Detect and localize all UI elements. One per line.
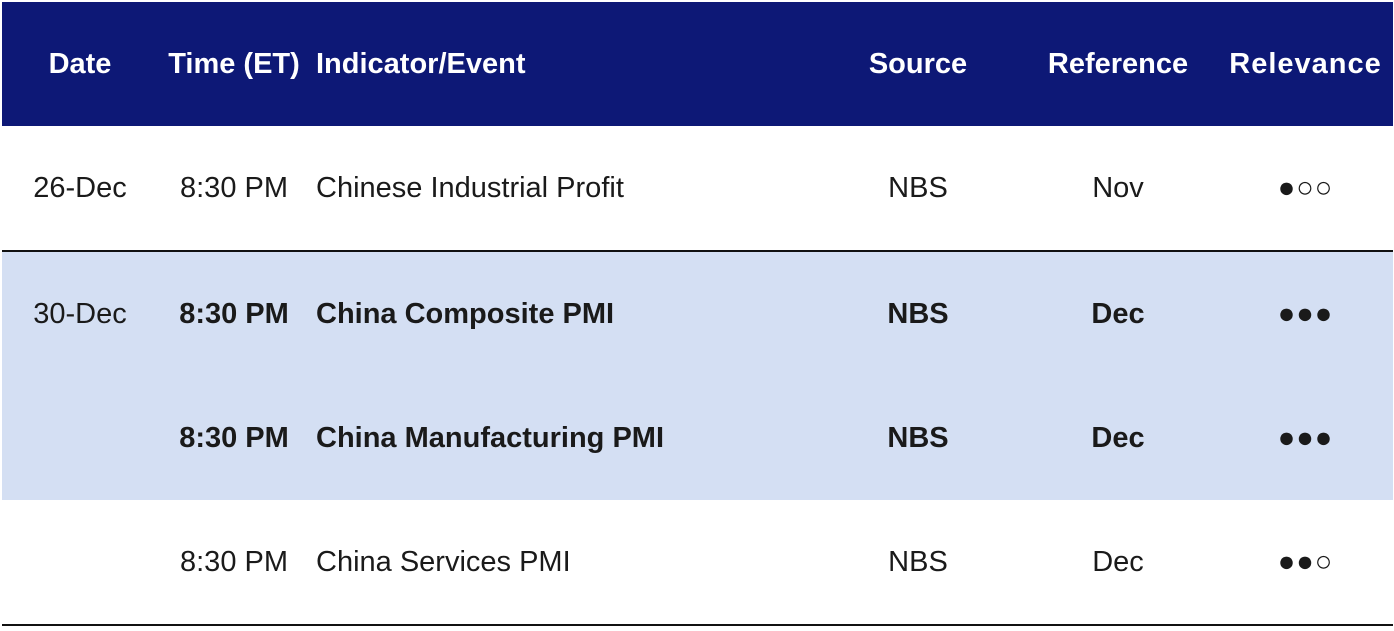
table-row: 8:30 PM China Manufacturing PMI NBS Dec …	[2, 376, 1393, 500]
row-event: China Manufacturing PMI	[316, 421, 664, 454]
row-reference: Dec	[1091, 421, 1145, 454]
relevance-dots: ●●○	[1277, 545, 1334, 578]
header-relevance: Relevance	[1229, 47, 1382, 80]
row-reference: Nov	[1092, 171, 1144, 204]
row-source: NBS	[887, 297, 949, 330]
row-divider	[2, 624, 1393, 626]
row-reference: Dec	[1091, 297, 1145, 330]
row-event: China Composite PMI	[316, 297, 615, 330]
relevance-dots: ●●●	[1277, 421, 1334, 454]
table-row: 26-Dec 8:30 PM Chinese Industrial Profit…	[2, 126, 1393, 250]
table-header: Date Time (ET) Indicator/Event Source Re…	[2, 2, 1393, 126]
header-reference: Reference	[1047, 47, 1189, 80]
row-date	[2, 500, 158, 624]
row-source: NBS	[888, 545, 948, 578]
header-source: Source	[868, 47, 968, 80]
row-reference: Dec	[1092, 545, 1144, 578]
header-date: Date	[48, 47, 112, 80]
header-time: Time (ET)	[168, 47, 300, 80]
row-date: 30-Dec	[33, 297, 127, 330]
row-date: 26-Dec	[33, 171, 127, 204]
row-source: NBS	[888, 171, 948, 204]
table-row: 30-Dec 8:30 PM China Composite PMI NBS D…	[2, 252, 1393, 376]
row-time: 8:30 PM	[180, 545, 288, 578]
row-divider	[2, 250, 1393, 252]
row-date	[2, 376, 158, 500]
row-time: 8:30 PM	[179, 421, 289, 454]
row-time: 8:30 PM	[179, 297, 289, 330]
row-event: Chinese Industrial Profit	[316, 171, 624, 204]
row-source: NBS	[887, 421, 949, 454]
row-time: 8:30 PM	[180, 171, 288, 204]
header-event: Indicator/Event	[316, 47, 526, 80]
relevance-dots: ●○○	[1277, 171, 1334, 204]
row-event: China Services PMI	[316, 545, 571, 578]
table-row: 8:30 PM China Services PMI NBS Dec ●●○	[2, 500, 1393, 624]
relevance-dots: ●●●	[1277, 297, 1334, 330]
